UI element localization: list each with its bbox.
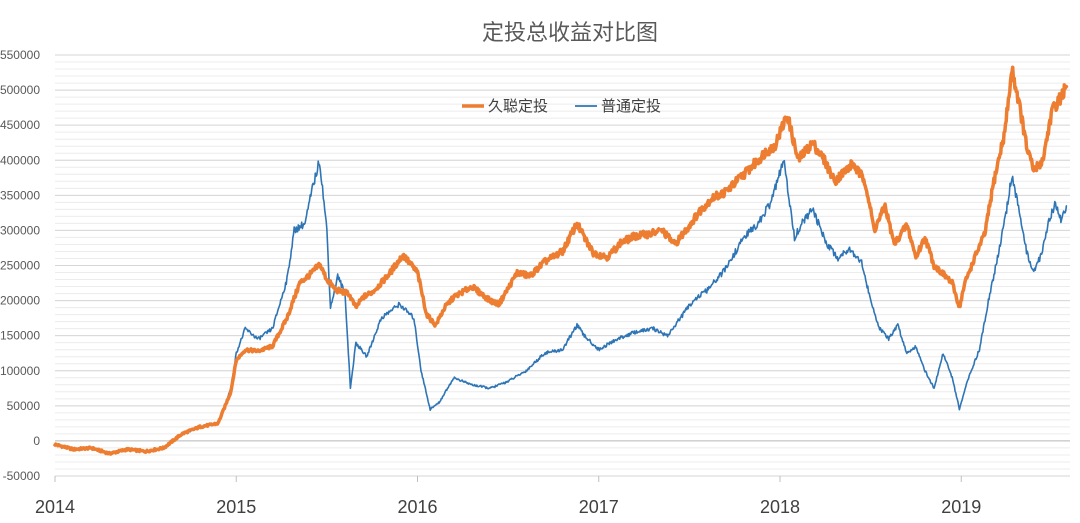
y-tick-label: 0 (33, 434, 40, 448)
series-line-0 (53, 65, 1069, 456)
y-tick-label: 100000 (0, 364, 40, 378)
y-tick-label: 150000 (0, 329, 40, 343)
y-tick-label: 350000 (0, 188, 40, 202)
series-lines (53, 65, 1069, 456)
y-tick-label: 250000 (0, 259, 40, 273)
y-tick-label: 550000 (0, 48, 40, 62)
x-tick-label: 2014 (35, 497, 75, 517)
grid-lines (55, 54, 1070, 477)
y-tick-label: 450000 (0, 118, 40, 132)
y-tick-label: 400000 (0, 153, 40, 167)
y-tick-label: -50000 (3, 469, 41, 483)
chart-title: 定投总收益对比图 (482, 21, 658, 46)
y-tick-label: 500000 (0, 83, 40, 97)
y-tick-label: 300000 (0, 223, 40, 237)
x-tick-label: 2018 (760, 497, 800, 517)
y-tick-label: 50000 (7, 399, 41, 413)
x-tick-label: 2017 (579, 497, 619, 517)
y-tick-label: 200000 (0, 294, 40, 308)
x-tick-label: 2016 (397, 497, 437, 517)
x-tick-label: 2019 (941, 497, 981, 517)
axes: -50000 0 50000 100000 150000 200000 250000 3000… (0, 48, 1070, 517)
legend-label: 普通定投 (601, 97, 661, 115)
x-tick-label: 2015 (216, 497, 256, 517)
legend: 久聪定投 普通定投 (462, 97, 661, 115)
legend-label: 久聪定投 (488, 97, 548, 115)
